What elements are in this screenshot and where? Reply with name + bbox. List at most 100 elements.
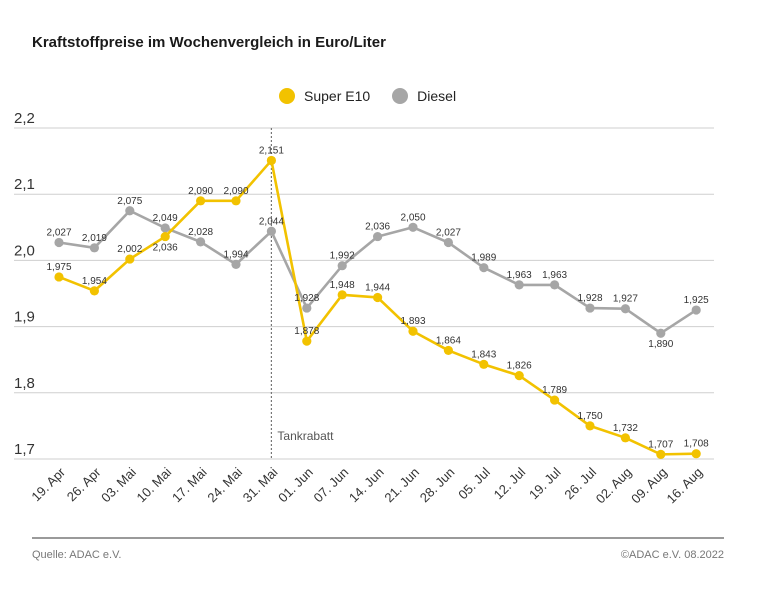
tankrabatt-label: Tankrabatt bbox=[277, 429, 334, 443]
y-tick-label: 1,9 bbox=[14, 309, 35, 326]
legend-item-super-e10: Super E10 bbox=[279, 88, 370, 104]
data-point-diesel bbox=[266, 226, 276, 236]
data-label-super-e10: 2,151 bbox=[259, 145, 284, 156]
data-point-diesel bbox=[691, 305, 701, 315]
data-point-super-e10 bbox=[231, 196, 241, 206]
x-tick-label: 24. Mai bbox=[204, 464, 245, 505]
data-label-super-e10: 2,002 bbox=[117, 244, 142, 255]
x-tick-label: 19. Jul bbox=[526, 464, 564, 502]
legend: Super E10 Diesel bbox=[279, 88, 456, 104]
x-tick-label: 14. Jun bbox=[346, 465, 387, 506]
data-point-super-e10 bbox=[373, 292, 383, 303]
x-tick-label: 10. Mai bbox=[134, 464, 175, 505]
data-point-super-e10 bbox=[550, 395, 560, 405]
y-tick-label: 2,0 bbox=[14, 242, 35, 259]
data-label-super-e10: 2,036 bbox=[153, 243, 178, 254]
x-tick-label: 01. Jun bbox=[275, 465, 316, 506]
copyright-note: ©ADAC e.V. 08.2022 bbox=[620, 549, 724, 561]
x-tick-label: 07. Jun bbox=[311, 465, 352, 506]
x-tick-label: 21. Jun bbox=[381, 465, 422, 506]
data-point-super-e10 bbox=[691, 449, 701, 459]
footer-divider bbox=[32, 537, 724, 539]
legend-label-super-e10: Super E10 bbox=[304, 88, 371, 104]
data-point-diesel bbox=[302, 303, 312, 313]
y-tick-label: 2,2 bbox=[14, 110, 35, 127]
data-label-super-e10: 1,732 bbox=[613, 423, 638, 434]
y-tick-label: 1,8 bbox=[14, 375, 35, 392]
data-point-diesel bbox=[443, 237, 453, 248]
data-label-super-e10: 1,948 bbox=[330, 280, 355, 291]
data-point-diesel bbox=[125, 206, 135, 216]
data-label-super-e10: 1,750 bbox=[577, 411, 602, 422]
data-point-super-e10 bbox=[479, 359, 489, 369]
data-point-diesel bbox=[479, 263, 489, 273]
data-point-diesel bbox=[231, 259, 241, 269]
data-label-super-e10: 1,893 bbox=[400, 316, 425, 327]
data-label-super-e10: 1,789 bbox=[542, 385, 567, 396]
x-tick-label: 19. Apr bbox=[28, 464, 68, 504]
source-note: Quelle: ADAC e.V. bbox=[32, 549, 122, 561]
x-tick-label: 16. Aug bbox=[664, 465, 706, 507]
data-label-diesel: 1,925 bbox=[684, 295, 709, 306]
data-point-super-e10 bbox=[302, 336, 312, 346]
data-point-super-e10 bbox=[266, 155, 276, 166]
data-point-diesel bbox=[373, 231, 383, 242]
data-point-diesel bbox=[514, 280, 524, 290]
data-point-super-e10 bbox=[443, 345, 453, 356]
x-tick-label: 09. Aug bbox=[628, 465, 670, 507]
data-label-super-e10: 1,708 bbox=[684, 439, 709, 450]
data-label-super-e10: 1,864 bbox=[436, 335, 461, 346]
legend-label-diesel: Diesel bbox=[417, 88, 457, 104]
x-tick-label: 28. Jun bbox=[417, 465, 458, 506]
data-label-super-e10: 1,826 bbox=[507, 361, 532, 372]
data-point-super-e10 bbox=[337, 290, 347, 300]
data-point-super-e10 bbox=[408, 326, 418, 336]
data-point-diesel bbox=[54, 237, 64, 248]
data-label-super-e10: 2,090 bbox=[223, 186, 248, 197]
data-point-diesel bbox=[585, 303, 595, 313]
data-point-super-e10 bbox=[89, 286, 99, 296]
data-point-super-e10 bbox=[620, 433, 631, 443]
x-tick-label: 03. Mai bbox=[98, 464, 139, 505]
x-tick-label: 31. Mai bbox=[240, 464, 281, 505]
data-point-diesel bbox=[550, 280, 560, 290]
data-label-diesel: 2,044 bbox=[259, 216, 284, 227]
data-point-diesel bbox=[620, 304, 631, 314]
legend-dot-super-e10 bbox=[279, 88, 295, 104]
data-point-diesel bbox=[337, 261, 347, 271]
data-label-super-e10: 1,707 bbox=[648, 439, 673, 450]
y-tick-label: 2,1 bbox=[14, 176, 35, 193]
data-label-diesel: 2,036 bbox=[365, 222, 390, 233]
x-tick-label: 02. Aug bbox=[593, 465, 635, 507]
data-label-super-e10: 1,878 bbox=[294, 326, 319, 337]
data-point-diesel bbox=[656, 328, 666, 338]
x-tick-label: 12. Jul bbox=[491, 464, 529, 502]
data-point-super-e10 bbox=[54, 272, 64, 282]
data-point-super-e10 bbox=[196, 196, 206, 206]
x-tick-label: 17. Mai bbox=[169, 464, 210, 505]
data-label-diesel: 2,028 bbox=[188, 227, 213, 238]
data-point-super-e10 bbox=[656, 449, 666, 459]
data-point-super-e10 bbox=[125, 254, 135, 264]
data-label-super-e10: 2,090 bbox=[188, 186, 213, 197]
data-point-super-e10 bbox=[514, 370, 524, 381]
legend-dot-diesel bbox=[392, 88, 409, 104]
data-label-diesel: 1,928 bbox=[294, 293, 319, 304]
data-label-diesel: 2,075 bbox=[117, 196, 142, 207]
data-label-diesel: 1,928 bbox=[577, 293, 602, 304]
data-point-super-e10 bbox=[585, 421, 595, 431]
data-label-super-e10: 1,843 bbox=[471, 349, 496, 360]
x-tick-label: 05. Jul bbox=[455, 464, 493, 502]
data-point-diesel bbox=[196, 237, 206, 247]
legend-item-diesel: Diesel bbox=[392, 88, 456, 104]
data-label-diesel: 1,963 bbox=[542, 270, 567, 281]
data-label-super-e10: 1,954 bbox=[82, 276, 107, 287]
data-label-diesel: 1,989 bbox=[471, 253, 496, 264]
data-label-diesel: 1,992 bbox=[330, 251, 355, 262]
data-label-diesel: 1,890 bbox=[648, 339, 673, 350]
data-point-diesel bbox=[89, 243, 99, 253]
data-point-diesel bbox=[160, 223, 170, 233]
data-label-super-e10: 1,944 bbox=[365, 282, 390, 293]
data-label-diesel: 2,027 bbox=[46, 228, 71, 239]
data-label-diesel: 2,049 bbox=[153, 213, 178, 224]
